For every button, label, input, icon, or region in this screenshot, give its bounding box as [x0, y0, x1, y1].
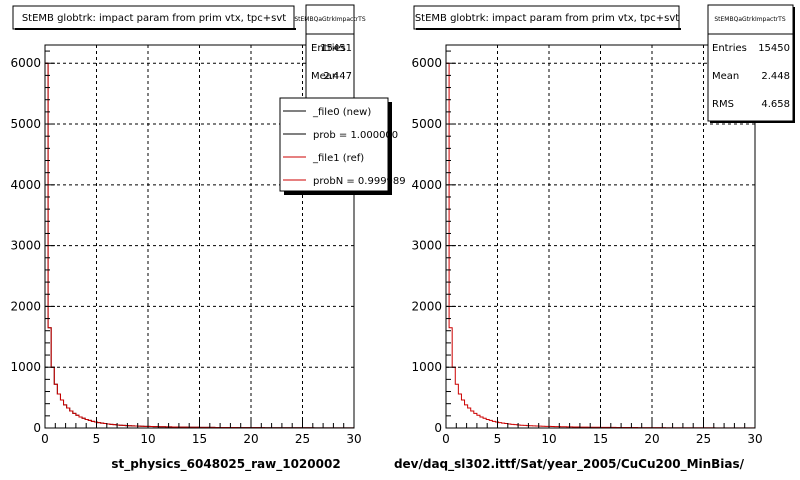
left-xtick-label-2: 10: [140, 432, 155, 446]
right-stats-entries-label: Entries: [712, 43, 747, 54]
left-stats-name: StEMBQaGtrkImpactrTS: [294, 16, 365, 23]
left-ytick-label-0: 0: [33, 421, 41, 435]
right-axes: 0 5 10 15 20 25 30 0 1000 2000 3000 4000 5000 6000: [411, 50, 763, 446]
legend-entry-ref: _file1 (ref): [312, 153, 364, 164]
right-stats-mean-value: 2.448: [761, 71, 790, 82]
left-title: StEMB globtrk: impact param from prim vt…: [22, 13, 286, 24]
left-ytick-label-3: 3000: [10, 239, 41, 253]
left-xtick-label-6: 30: [346, 432, 361, 446]
right-ytick-label-0: 0: [434, 421, 442, 435]
left-xtick-label-3: 15: [192, 432, 207, 446]
right-xtick-label-4: 20: [644, 432, 659, 446]
left-xtick-label-1: 5: [93, 432, 101, 446]
left-title-box: StEMB globtrk: impact param from prim vt…: [12, 5, 296, 30]
left-xtick-label-5: 25: [295, 432, 310, 446]
left-ytick-label-5: 5000: [10, 117, 41, 131]
legend-entry-probn: probN = 0.999989: [313, 176, 406, 187]
left-xtick-label-4: 20: [243, 432, 258, 446]
right-xtick-label-6: 30: [747, 432, 762, 446]
right-title-box: StEMB globtrk: impact param from prim vt…: [413, 5, 681, 30]
right-xtick-label-0: 0: [442, 432, 450, 446]
left-panel: 0 5 10 15 20 25 30 0 1000 2000 3000 4000 5000 6000 St…: [10, 4, 406, 472]
right-xtick-label-3: 15: [593, 432, 608, 446]
right-title: StEMB globtrk: impact param from prim vt…: [415, 13, 679, 24]
right-grid: [446, 45, 755, 428]
right-ytick-label-5: 5000: [411, 117, 442, 131]
left-ytick-label-1: 1000: [10, 360, 41, 374]
right-xtick-label-2: 10: [541, 432, 556, 446]
right-x-axis-label: dev/daq_sl302.ittf/Sat/year_2005/CuCu200…: [394, 457, 745, 472]
left-grid: [45, 45, 354, 428]
right-ytick-label-4: 4000: [411, 178, 442, 192]
right-stats-entries-value: 15450: [758, 43, 790, 54]
right-ytick-label-1: 1000: [411, 360, 442, 374]
legend-entry-prob: prob = 1.000000: [313, 130, 398, 141]
left-axes: 0 5 10 15 20 25 30 0 1000 2000 3000 4000 5000 6000: [10, 50, 362, 446]
right-xtick-label-1: 5: [494, 432, 502, 446]
left-ytick-label-4: 4000: [10, 178, 41, 192]
right-ytick-label-2: 2000: [411, 299, 442, 313]
right-stats-name: StEMBQaGtrkImpactrTS: [714, 16, 785, 23]
left-ytick-label-2: 2000: [10, 299, 41, 313]
left-x-axis-label: st_physics_6048025_raw_1020002: [111, 457, 340, 472]
left-stats-entries-value: 15451: [320, 43, 352, 54]
right-ytick-label-3: 3000: [411, 239, 442, 253]
left-ytick-label-6: 6000: [10, 56, 41, 70]
right-ytick-label-6: 6000: [411, 56, 442, 70]
right-stats-box: StEMBQaGtrkImpactrTS Entries 15450 Mean …: [707, 4, 795, 123]
right-stats-rms-label: RMS: [712, 99, 734, 110]
left-xtick-label-0: 0: [41, 432, 49, 446]
right-xtick-label-5: 25: [696, 432, 711, 446]
left-stats-mean-value: 2.447: [323, 71, 352, 82]
left-stats-entries-label: Entries: [311, 43, 346, 54]
right-stats-rms-value: 4.658: [761, 99, 790, 110]
left-legend: _file0 (new) prob = 1.000000 _file1 (ref…: [279, 97, 406, 195]
legend-entry-new: _file0 (new): [312, 107, 371, 118]
right-stats-mean-label: Mean: [712, 71, 739, 82]
left-stats-mean-label: Mean: [311, 71, 338, 82]
right-panel: 0 5 10 15 20 25 30 0 1000 2000 3000 4000 5000 6000 St…: [394, 4, 795, 472]
